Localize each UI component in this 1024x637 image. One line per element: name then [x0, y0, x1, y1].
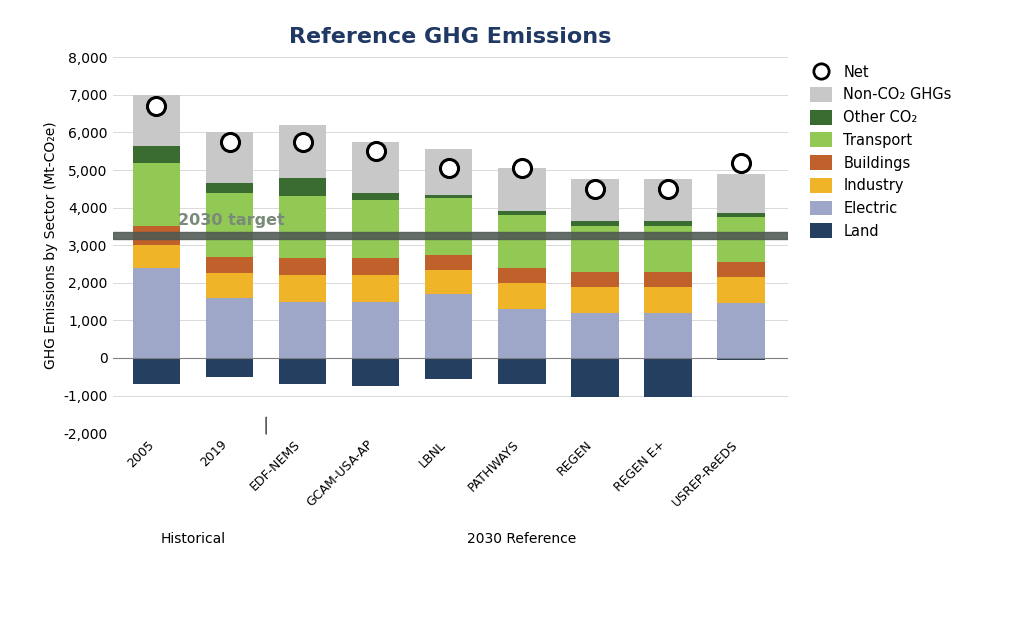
Bar — [352, 200, 399, 259]
Bar — [498, 358, 546, 384]
Bar — [133, 146, 180, 162]
Y-axis label: GHG Emissions by Sector (Mt-CO₂e): GHG Emissions by Sector (Mt-CO₂e) — [44, 122, 57, 369]
Bar — [571, 287, 618, 313]
Bar — [133, 245, 180, 268]
Bar — [498, 283, 546, 309]
Bar — [717, 358, 765, 360]
Text: Historical: Historical — [161, 533, 225, 547]
Bar — [352, 142, 399, 192]
Bar — [206, 192, 253, 257]
Bar — [717, 277, 765, 303]
Bar — [133, 162, 180, 226]
Legend: Net, Non-CO₂ GHGs, Other CO₂, Transport, Buildings, Industry, Electric, Land: Net, Non-CO₂ GHGs, Other CO₂, Transport,… — [803, 57, 959, 246]
Bar — [571, 358, 618, 397]
Bar — [279, 302, 327, 358]
Bar — [498, 211, 546, 215]
Bar — [279, 125, 327, 178]
Bar — [644, 287, 691, 313]
Bar — [498, 309, 546, 358]
Bar — [133, 227, 180, 245]
Bar — [644, 313, 691, 358]
Bar — [644, 221, 691, 226]
Bar — [571, 180, 618, 221]
Bar — [352, 302, 399, 358]
Bar — [279, 178, 327, 196]
Bar — [113, 233, 788, 240]
Bar — [498, 168, 546, 211]
Title: Reference GHG Emissions: Reference GHG Emissions — [290, 27, 611, 47]
Bar — [644, 226, 691, 271]
Bar — [425, 150, 472, 194]
Bar — [644, 358, 691, 397]
Bar — [279, 259, 327, 275]
Bar — [425, 269, 472, 294]
Bar — [279, 358, 327, 384]
Bar — [279, 196, 327, 259]
Bar — [133, 95, 180, 146]
Bar — [717, 262, 765, 277]
Bar — [644, 271, 691, 287]
Bar — [133, 268, 180, 358]
Text: 2030 target: 2030 target — [178, 213, 285, 228]
Bar — [571, 313, 618, 358]
Bar — [279, 275, 327, 302]
Bar — [206, 358, 253, 376]
Bar — [352, 192, 399, 200]
Bar — [352, 358, 399, 386]
Bar — [206, 257, 253, 273]
Bar — [133, 358, 180, 384]
Bar — [717, 217, 765, 262]
Bar — [352, 275, 399, 302]
Bar — [425, 198, 472, 255]
Bar — [644, 180, 691, 221]
Bar — [717, 213, 765, 217]
Bar — [425, 255, 472, 269]
Bar — [498, 268, 546, 283]
Bar — [206, 132, 253, 183]
Bar — [206, 273, 253, 298]
Bar — [425, 294, 472, 358]
Bar — [352, 259, 399, 275]
Bar — [206, 183, 253, 192]
Bar — [717, 174, 765, 213]
Bar — [571, 221, 618, 226]
Bar — [206, 298, 253, 358]
Bar — [425, 194, 472, 198]
Bar — [498, 215, 546, 268]
Text: 2030 Reference: 2030 Reference — [467, 533, 577, 547]
Bar — [571, 226, 618, 271]
Bar — [425, 358, 472, 378]
Bar — [571, 271, 618, 287]
Bar — [717, 303, 765, 358]
